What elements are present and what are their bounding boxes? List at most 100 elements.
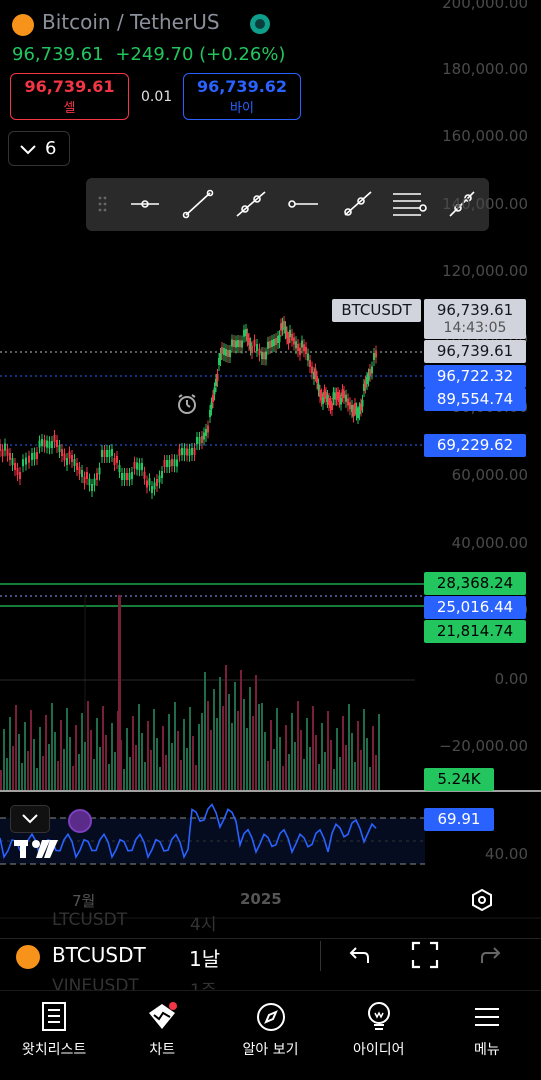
- volume-bar: [174, 702, 176, 790]
- volume-bar: [123, 769, 125, 790]
- volume-bar: [348, 704, 350, 790]
- interval-selector[interactable]: 1날: [189, 947, 221, 971]
- fullscreen-icon[interactable]: [411, 941, 439, 969]
- sell-button[interactable]: 96,739.61 셀: [10, 73, 129, 120]
- candle-body: [116, 456, 118, 463]
- candle-body: [216, 374, 219, 381]
- volume-bar: [57, 761, 59, 790]
- candle-body: [19, 472, 21, 479]
- price-line-label-3[interactable]: 69,229.62: [424, 434, 526, 457]
- volume-bar: [3, 729, 5, 790]
- candle-body: [253, 339, 256, 347]
- candle-body: [358, 407, 361, 415]
- volume-bar: [171, 743, 173, 790]
- trend-line-icon[interactable]: [182, 189, 214, 219]
- price-axis-tick: 120,000.00: [442, 262, 528, 280]
- volume-bar: [240, 670, 242, 790]
- candle-body: [126, 473, 128, 480]
- tab-explore[interactable]: 알아 보기: [216, 991, 324, 1080]
- spread-value: 0.01: [141, 89, 173, 105]
- candle-body: [286, 331, 288, 339]
- candle-body: [225, 349, 227, 356]
- candle-body: [235, 340, 237, 348]
- volume-bar: [45, 715, 47, 790]
- candle-body: [141, 463, 143, 470]
- volume-bar: [213, 689, 215, 790]
- volume-bar: [105, 735, 107, 790]
- candle-body: [181, 448, 183, 455]
- undo-icon[interactable]: [346, 945, 370, 965]
- alarm-clock-icon[interactable]: [176, 393, 198, 419]
- candle-body: [258, 348, 261, 356]
- market-status-icon[interactable]: [250, 14, 270, 34]
- price-line-label-green-1[interactable]: 28,368.24: [424, 572, 526, 595]
- ray-icon[interactable]: [344, 191, 372, 216]
- candle-body: [233, 340, 235, 347]
- candle-body: [331, 403, 333, 410]
- candle-body: [86, 472, 88, 479]
- price-axis-tick: 180,000.00: [442, 60, 528, 78]
- price-axis-tick: −20,000.00: [439, 737, 528, 755]
- volume-bar: [6, 758, 8, 790]
- indicators-collapse-button[interactable]: 6: [8, 131, 70, 166]
- tab-chart[interactable]: 차트: [108, 991, 216, 1080]
- extended-line-icon[interactable]: [236, 191, 266, 217]
- volume-bar: [228, 694, 230, 790]
- symbol-title[interactable]: Bitcoin / TetherUS: [42, 10, 220, 34]
- pane-collapse-button[interactable]: [10, 805, 50, 833]
- volume-bar: [252, 716, 254, 790]
- drag-handle-icon[interactable]: [98, 196, 107, 212]
- candle-body: [289, 330, 291, 337]
- price-line-label-1[interactable]: 96,722.32: [424, 365, 526, 388]
- redo-icon[interactable]: [480, 945, 504, 965]
- volume-bar: [108, 764, 110, 790]
- volume-bar: [54, 732, 56, 790]
- price-line-label-2[interactable]: 89,554.74: [424, 388, 526, 411]
- candle-body: [265, 352, 267, 360]
- volume-bar: [273, 749, 275, 790]
- candle-body: [143, 471, 146, 479]
- candle-body: [71, 455, 73, 462]
- info-line-icon[interactable]: [449, 191, 475, 217]
- volume-bar: [84, 742, 86, 790]
- last-price: 96,739.61: [12, 44, 104, 65]
- volume-bar: [63, 749, 65, 790]
- candle-body: [178, 448, 181, 456]
- parallel-channel-icon[interactable]: [393, 193, 427, 216]
- candle-body: [63, 453, 66, 461]
- price-line-label-4[interactable]: 25,016.44: [424, 596, 526, 619]
- volume-bar: [168, 714, 170, 790]
- indicator-toggle-icon[interactable]: [68, 809, 92, 833]
- bitcoin-logo-icon: [12, 14, 34, 36]
- candle-body: [43, 439, 46, 447]
- settings-hex-icon[interactable]: [470, 888, 494, 916]
- symbol-bar: BTCUSDT 1날: [0, 938, 541, 988]
- indicator-count: 6: [45, 138, 57, 159]
- candle-body: [153, 482, 156, 490]
- volume-bar: [150, 750, 152, 790]
- volume-bar: [327, 711, 329, 790]
- volume-bar: [288, 754, 290, 790]
- tab-watchlist[interactable]: 왓치리스트: [0, 991, 108, 1080]
- symbol-bar-symbol[interactable]: BTCUSDT: [52, 943, 146, 967]
- tab-menu[interactable]: 메뉴: [433, 991, 541, 1080]
- tab-ideas[interactable]: 아이디어: [325, 991, 433, 1080]
- volume-bar: [216, 718, 218, 790]
- buy-button[interactable]: 96,739.62 바이: [183, 73, 301, 120]
- price-axis-tick: 140,000.00: [442, 195, 528, 213]
- volume-bar: [30, 710, 32, 790]
- volume-bar: [351, 733, 353, 790]
- horizontal-line-icon[interactable]: [288, 200, 318, 208]
- volume-bar: [330, 740, 332, 790]
- candle-body: [9, 453, 11, 460]
- candle-body: [305, 347, 307, 354]
- volume-bar: [102, 706, 104, 790]
- candle-body: [96, 473, 98, 480]
- candle-body: [213, 387, 216, 395]
- volume-bar: [267, 761, 269, 790]
- volume-bar: [369, 767, 371, 790]
- lightbulb-icon: [367, 1002, 390, 1030]
- price-line-label-green-2[interactable]: 21,814.74: [424, 620, 526, 643]
- horizontal-ray-icon[interactable]: [131, 200, 159, 208]
